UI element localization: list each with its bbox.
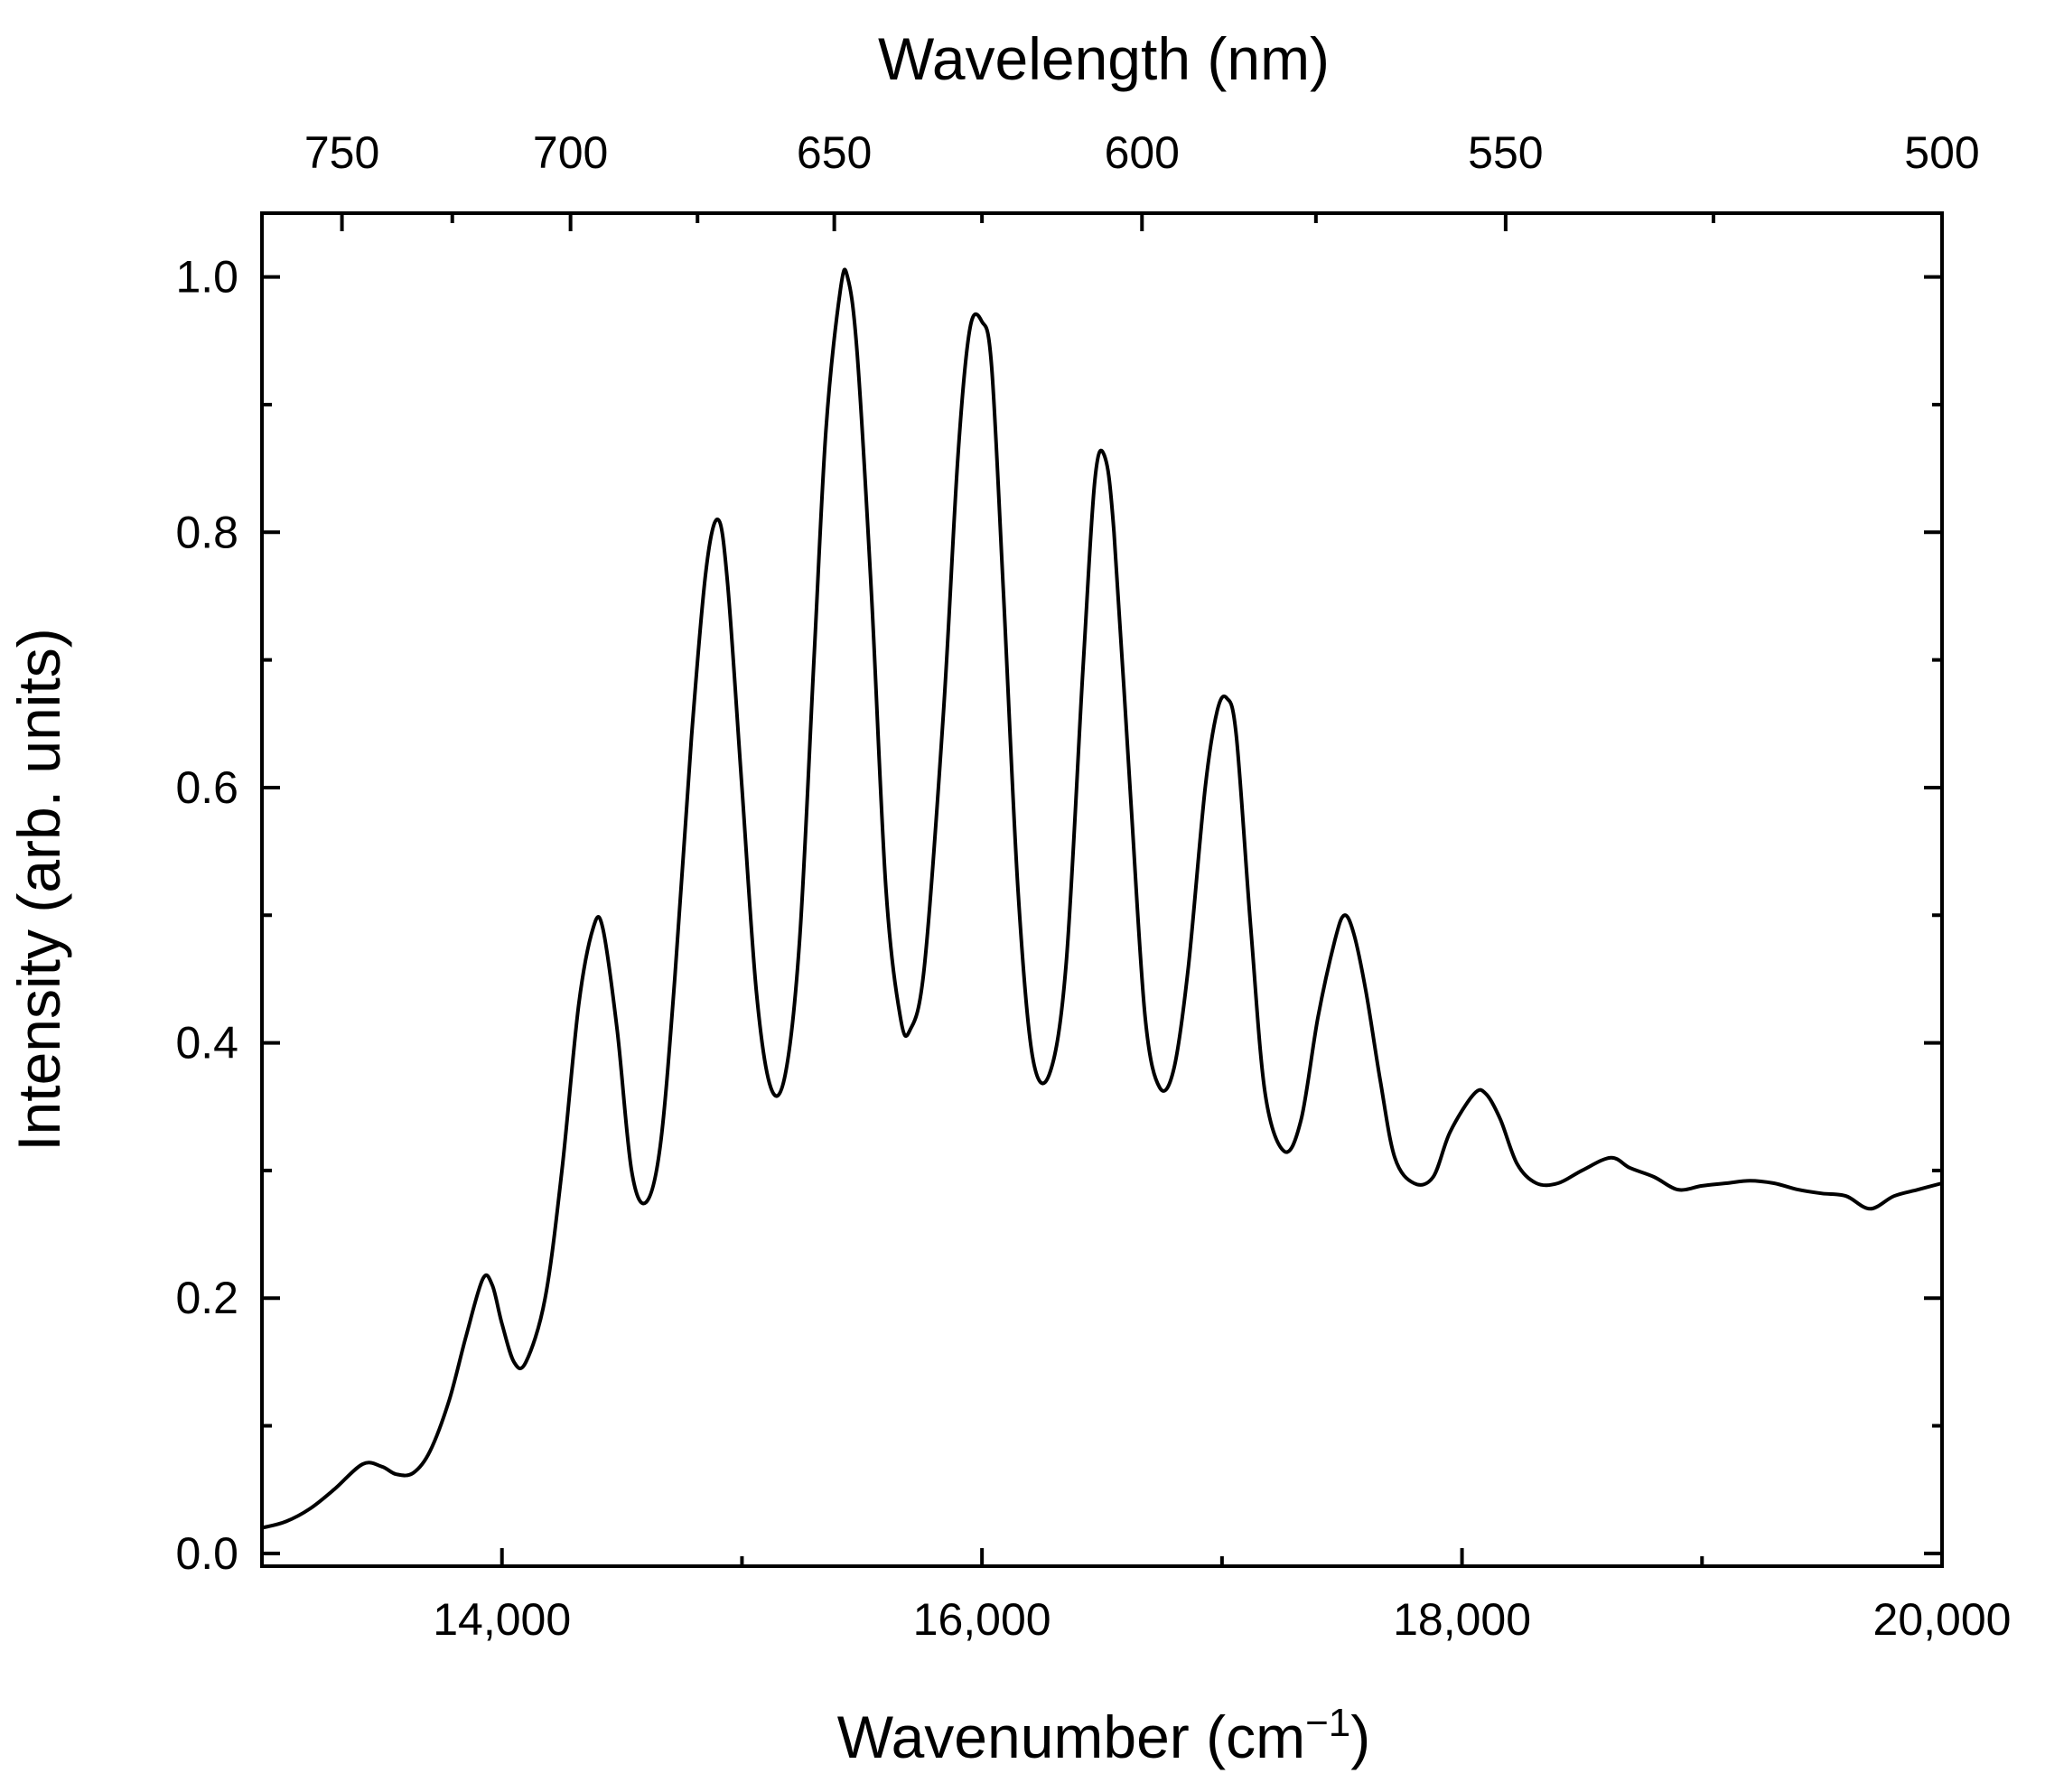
y-tick-label: 0.2 (175, 1273, 238, 1323)
axis-tick-labels: 14,000 16,000 18,000 20,000 0.0 0.2 0.4 0.6 0.8 1… (175, 127, 2011, 1645)
spectrum-line (261, 267, 1943, 1530)
x-tick-label: 16,000 (913, 1594, 1051, 1645)
y-tick-label: 0.0 (175, 1528, 238, 1579)
axis-ticks (262, 213, 1944, 1566)
top-tick-label: 750 (304, 127, 379, 178)
top-tick-label: 600 (1105, 127, 1180, 178)
x-tick-label: 20,000 (1873, 1594, 2012, 1645)
y-tick-label: 0.6 (175, 762, 238, 813)
y-tick-label: 1.0 (175, 252, 238, 303)
x-tick-label: 18,000 (1393, 1594, 1531, 1645)
plot-frame (260, 211, 1944, 1568)
x-tick-label: 14,000 (433, 1594, 571, 1645)
top-tick-label: 650 (797, 127, 872, 178)
top-tick-label: 700 (533, 127, 608, 178)
x-axis-title: Wavenumber (cm−1) (837, 1701, 1371, 1771)
y-axis-title: Intensity (arb. units) (5, 628, 72, 1152)
top-axis-title: Wavelength (nm) (878, 25, 1330, 92)
y-tick-label: 0.4 (175, 1018, 238, 1069)
top-tick-label: 500 (1904, 127, 1979, 178)
top-tick-label: 550 (1468, 127, 1543, 178)
y-tick-label: 0.8 (175, 507, 238, 557)
